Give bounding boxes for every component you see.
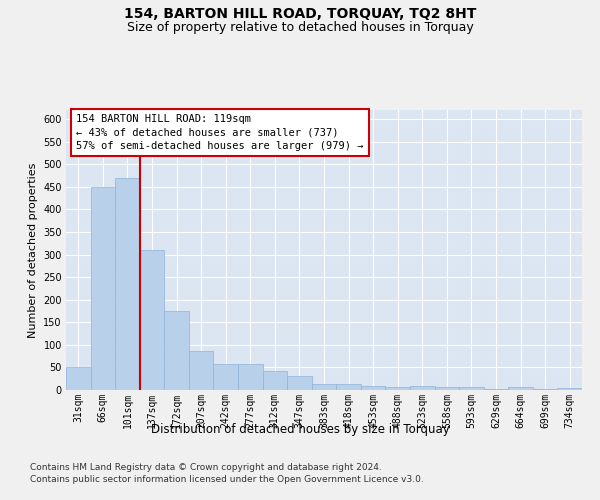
Bar [140, 250, 164, 390]
Bar [214, 364, 238, 390]
Bar [484, 389, 508, 390]
Text: Size of property relative to detached houses in Torquay: Size of property relative to detached ho… [127, 21, 473, 34]
Bar [189, 350, 214, 390]
Bar [336, 384, 361, 390]
Y-axis label: Number of detached properties: Number of detached properties [28, 162, 38, 338]
Text: 154, BARTON HILL ROAD, TORQUAY, TQ2 8HT: 154, BARTON HILL ROAD, TORQUAY, TQ2 8HT [124, 8, 476, 22]
Bar [115, 178, 140, 390]
Bar [238, 364, 263, 390]
Bar [533, 389, 557, 390]
Bar [459, 387, 484, 390]
Bar [287, 376, 312, 390]
Bar [508, 387, 533, 390]
Text: 154 BARTON HILL ROAD: 119sqm
← 43% of detached houses are smaller (737)
57% of s: 154 BARTON HILL ROAD: 119sqm ← 43% of de… [76, 114, 364, 150]
Bar [557, 388, 582, 390]
Bar [312, 384, 336, 390]
Text: Distribution of detached houses by size in Torquay: Distribution of detached houses by size … [151, 422, 449, 436]
Bar [361, 386, 385, 390]
Bar [263, 370, 287, 390]
Text: Contains HM Land Registry data © Crown copyright and database right 2024.: Contains HM Land Registry data © Crown c… [30, 462, 382, 471]
Bar [410, 386, 434, 390]
Bar [91, 187, 115, 390]
Bar [385, 387, 410, 390]
Bar [66, 366, 91, 390]
Text: Contains public sector information licensed under the Open Government Licence v3: Contains public sector information licen… [30, 475, 424, 484]
Bar [164, 311, 189, 390]
Bar [434, 387, 459, 390]
